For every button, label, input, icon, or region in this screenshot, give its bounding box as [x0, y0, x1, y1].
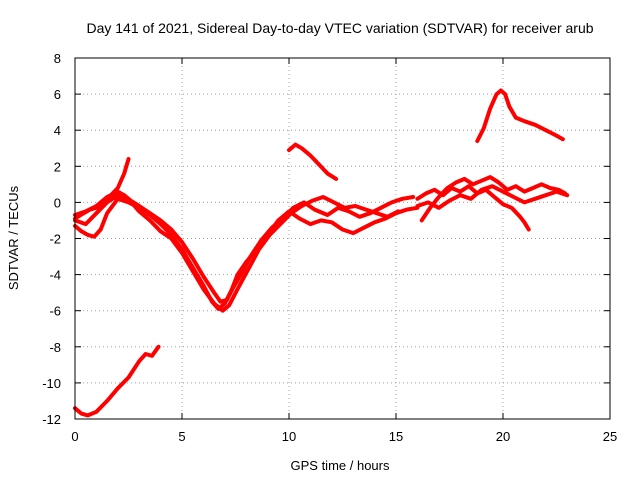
x-tick-label: 5: [178, 429, 185, 444]
series-line-track-d: [73, 157, 131, 221]
x-tick-label: 15: [389, 429, 403, 444]
x-tick-label: 25: [603, 429, 617, 444]
y-tick-label: 6: [54, 87, 61, 102]
x-tick-label: 10: [282, 429, 296, 444]
y-tick-label: -10: [42, 376, 61, 391]
y-tick-label: 0: [54, 195, 61, 210]
series-line-track-e: [73, 344, 161, 418]
grid: [75, 58, 610, 419]
y-tick-label: -8: [49, 340, 61, 355]
y-tick-label: -2: [49, 232, 61, 247]
y-tick-label: 8: [54, 51, 61, 66]
chart-title: Day 141 of 2021, Sidereal Day-to-day VTE…: [86, 20, 593, 36]
x-tick-label: 0: [71, 429, 78, 444]
series-line-track-j: [415, 184, 570, 210]
y-tick-label: 2: [54, 159, 61, 174]
y-axis-label: SDTVAR / TECUs: [6, 185, 21, 290]
series-line-track-f: [287, 142, 339, 181]
series-line-track-g: [475, 88, 565, 143]
y-ticks: -12 -10 -8 -6 -4 -2 0 2 4 6 8: [42, 51, 610, 427]
series-line-track-i: [415, 184, 531, 232]
series-group: [73, 88, 570, 418]
y-tick-label: -6: [49, 304, 61, 319]
x-axis-label: GPS time / hours: [291, 458, 390, 473]
y-tick-label: 4: [54, 123, 61, 138]
series-line-track-h: [419, 175, 568, 223]
x-ticks: 0 5 10 15 20 25: [71, 58, 617, 444]
y-tick-label: -4: [49, 268, 61, 283]
y-tick-label: -12: [42, 412, 61, 427]
x-tick-label: 20: [496, 429, 510, 444]
series-line-track-c: [73, 193, 401, 313]
